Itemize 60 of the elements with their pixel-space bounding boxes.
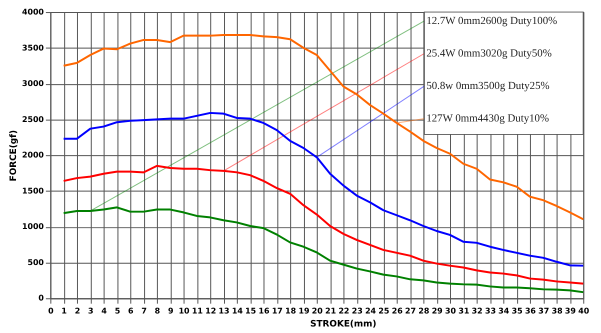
x-tick-label: 16 (258, 306, 270, 316)
x-tick-label: 22 (338, 306, 350, 316)
x-tick-label: 35 (512, 306, 523, 316)
line-series (62, 164, 584, 285)
x-tick-label: 29 (432, 306, 443, 316)
y-tick-label: 0 (38, 294, 44, 303)
x-tick-label: 28 (418, 306, 430, 316)
x-tick-label: 33 (484, 306, 496, 316)
y-axis-title: FORCE(gf) (9, 130, 20, 182)
x-tick-label: 18 (285, 306, 296, 316)
text: 25.4W 0mm3020g Duty50% (426, 47, 552, 60)
x-tick-label: 10 (178, 306, 190, 316)
text: 50.8w 0mm3500g Duty25% (426, 80, 550, 92)
line-series (62, 34, 584, 220)
y-tick-label: 1500 (22, 186, 44, 196)
x-tick-label: 36 (524, 306, 536, 316)
x-tick-label: 14 (232, 306, 244, 316)
y-tick-label: 500 (27, 258, 44, 267)
y-tick-label: 2000 (22, 150, 44, 160)
legend-label: 127W 0mm4430g Duty10% (426, 112, 550, 125)
x-tick-label: 2 (74, 306, 80, 316)
x-tick-label: 37 (538, 306, 550, 316)
y-tick-label: 2500 (22, 114, 44, 124)
y-tick-label: 3000 (22, 79, 44, 88)
x-tick-label: 13 (218, 306, 230, 316)
x-tick-label: 8 (154, 306, 160, 316)
line-series (62, 112, 584, 267)
x-tick-label: 20 (312, 306, 324, 316)
x-tick-label: 17 (272, 306, 283, 316)
text: 12.7W 0mm2600g Duty100% (426, 14, 558, 27)
y-tick-label: 1000 (22, 222, 44, 232)
x-tick-label: 19 (298, 306, 310, 316)
x-tick-label: 3 (88, 306, 94, 316)
x-tick-label: 11 (192, 306, 203, 316)
x-tick-label: 0 (48, 306, 54, 316)
x-tick-label: 5 (114, 306, 120, 316)
x-tick-label: 40 (578, 306, 590, 316)
y-tick-label: 3500 (22, 43, 44, 52)
x-tick-label: 30 (445, 306, 456, 316)
x-tick-label: 25 (378, 306, 390, 316)
x-tick-label: 26 (392, 306, 404, 316)
x-tick-label: 7 (141, 306, 147, 316)
x-tick-label: 15 (245, 306, 256, 316)
x-tick-label: 27 (405, 306, 416, 316)
y-tick-label: 4000 (22, 8, 44, 17)
x-tick-label: 1 (61, 306, 67, 316)
x-tick-label: 9 (168, 306, 174, 316)
x-tick-label: 21 (325, 306, 336, 316)
x-tick-label: 12 (205, 306, 216, 316)
x-tick-label: 38 (552, 306, 563, 316)
line-series (62, 206, 584, 294)
x-tick-label: 34 (498, 306, 510, 316)
x-tick-label: 39 (564, 306, 576, 316)
x-tick-label: 4 (101, 306, 108, 316)
x-tick-label: 23 (352, 306, 363, 316)
x-tick-label: 24 (365, 306, 377, 316)
x-tick-label: 6 (128, 306, 134, 316)
x-tick-label: 32 (472, 306, 483, 316)
x-tick-label: 31 (458, 306, 470, 316)
x-axis-title: STROKE(mm) (310, 319, 376, 330)
